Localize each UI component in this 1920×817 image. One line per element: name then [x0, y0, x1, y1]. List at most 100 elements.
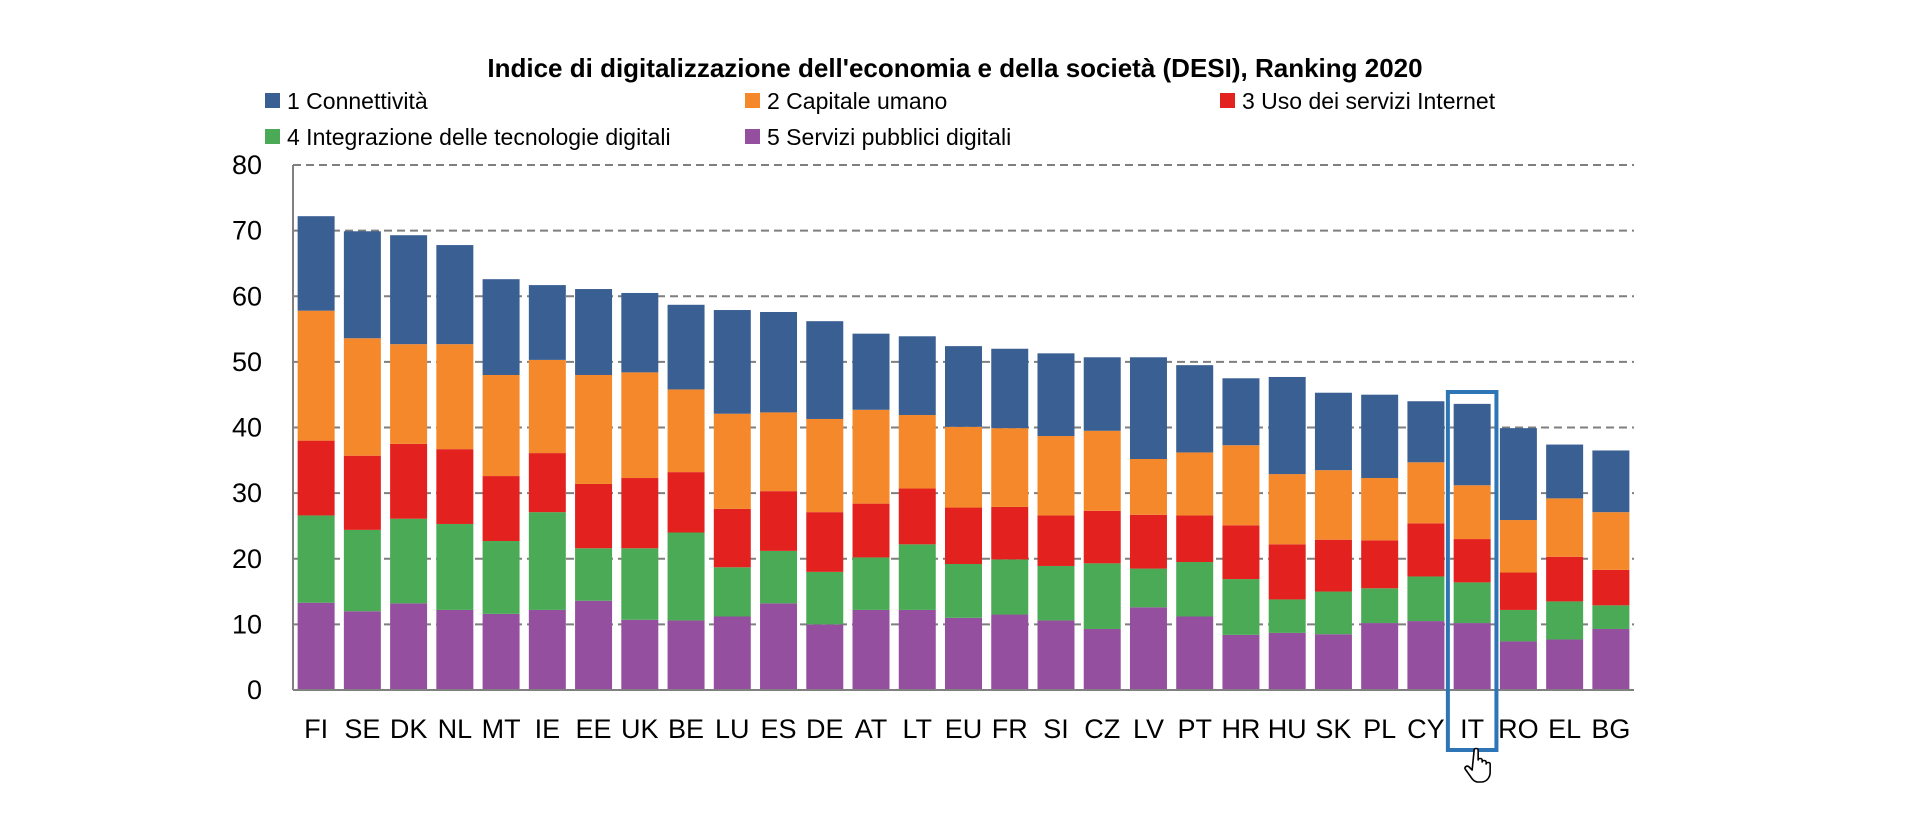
x-tick-label: CY — [1407, 714, 1445, 744]
bar-segment-it — [1453, 403, 1491, 486]
bar-segment-eu — [945, 346, 982, 427]
x-tick-label: PL — [1363, 714, 1396, 744]
bar-segment-si — [1037, 353, 1075, 437]
bar-segment-se — [343, 231, 381, 339]
bar-segment-de — [806, 512, 844, 572]
bar-segment-cy — [1407, 576, 1445, 622]
y-tick-label: 20 — [232, 544, 262, 574]
bar-segment-sk — [1314, 634, 1352, 690]
bar-segment-eu — [945, 426, 982, 508]
bar-segment-lu — [713, 310, 751, 414]
x-tick-label: UK — [621, 714, 659, 744]
bar-segment-el — [1546, 444, 1584, 499]
bar-segment-be — [667, 532, 705, 621]
x-tick-label: NL — [438, 714, 473, 744]
bar-segment-nl — [436, 523, 474, 610]
bar-segment-lt — [898, 415, 936, 489]
bar-segment-cy — [1407, 401, 1445, 463]
bar-segment-pt — [1176, 515, 1214, 563]
bar-segment-lv — [1129, 459, 1167, 515]
bar-segment-hu — [1268, 599, 1306, 633]
x-tick-label: HR — [1221, 714, 1260, 744]
bar-segment-it — [1453, 539, 1491, 583]
bar-segment-at — [852, 609, 890, 690]
bar-segment-uk — [621, 372, 659, 479]
bar-segment-sk — [1314, 539, 1352, 592]
x-tick-label: IE — [535, 714, 561, 744]
legend-swatch — [265, 129, 280, 144]
bar-segment-si — [1037, 436, 1075, 516]
bar-segment-si — [1037, 515, 1075, 566]
x-tick-label: CZ — [1084, 714, 1120, 744]
y-tick-label: 0 — [247, 675, 262, 705]
bar-segment-mt — [482, 476, 520, 542]
bar-segment-fr — [991, 428, 1029, 507]
bar-segment-ee — [575, 548, 613, 601]
bar-segment-ro — [1499, 572, 1537, 610]
bar-segment-lt — [898, 544, 936, 610]
bar-segment-el — [1546, 556, 1584, 602]
bar-segment-si — [1037, 565, 1075, 621]
bar-segment-mt — [482, 375, 520, 477]
hand-cursor-icon — [1464, 747, 1491, 783]
legend: 1 Connettività 2 Capitale umano 3 Uso dei … — [265, 88, 1496, 150]
bar-segment-pl — [1361, 394, 1399, 479]
bar-segment-ee — [575, 483, 613, 549]
bar-segment-pt — [1176, 562, 1214, 617]
y-tick-label: 30 — [232, 478, 262, 508]
bar-segment-se — [343, 611, 381, 690]
bar-segment-lv — [1129, 514, 1167, 569]
bar-segment-ie — [528, 609, 566, 690]
bar-segment-eu — [945, 617, 982, 690]
bar-segment-cz — [1083, 357, 1121, 431]
bar-segment-ro — [1499, 520, 1537, 573]
bar-segment-cz — [1083, 510, 1121, 564]
y-tick-label: 60 — [232, 281, 262, 311]
bar-segment-el — [1546, 498, 1584, 557]
bars — [297, 216, 1630, 690]
bar-segment-sk — [1314, 392, 1352, 471]
y-tick-label: 70 — [232, 216, 262, 246]
bar-segment-pt — [1176, 365, 1214, 453]
y-tick-label: 40 — [232, 413, 262, 443]
legend-label: 2 Capitale umano — [767, 88, 947, 114]
bar-segment-es — [760, 491, 798, 551]
x-tick-label: LU — [715, 714, 750, 744]
legend-label: 1 Connettività — [287, 88, 428, 114]
bar-segment-at — [852, 503, 890, 558]
bar-segment-nl — [436, 344, 474, 450]
legend-swatch — [745, 129, 760, 144]
bar-segment-hu — [1268, 474, 1306, 545]
bar-segment-bg — [1592, 450, 1630, 513]
bar-segment-uk — [621, 478, 659, 549]
bar-segment-fi — [297, 216, 335, 311]
x-tick-label: AT — [855, 714, 888, 744]
x-tick-label: ES — [761, 714, 797, 744]
bar-segment-ro — [1499, 428, 1537, 521]
bar-segment-at — [852, 557, 890, 610]
bar-segment-lv — [1129, 607, 1167, 690]
bar-segment-ie — [528, 285, 566, 360]
x-tick-label: RO — [1498, 714, 1539, 744]
bar-segment-dk — [390, 443, 428, 519]
x-tick-label: BE — [668, 714, 704, 744]
bar-segment-bg — [1592, 569, 1630, 606]
bar-segment-fi — [297, 440, 335, 516]
x-tick-label: EU — [945, 714, 983, 744]
bar-segment-de — [806, 418, 844, 513]
bar-segment-be — [667, 620, 705, 690]
x-tick-label: MT — [482, 714, 521, 744]
bar-segment-de — [806, 571, 844, 625]
x-tick-label: DE — [806, 714, 844, 744]
bar-segment-be — [667, 472, 705, 533]
x-tick-label: HU — [1268, 714, 1307, 744]
x-tick-label: FI — [304, 714, 328, 744]
bar-segment-mt — [482, 613, 520, 690]
bar-segment-es — [760, 412, 798, 492]
x-tick-label: DK — [390, 714, 428, 744]
bar-segment-bg — [1592, 605, 1630, 629]
bar-segment-hu — [1268, 376, 1306, 475]
bar-segment-si — [1037, 620, 1075, 690]
bar-segment-hr — [1222, 445, 1260, 526]
bar-segment-de — [806, 321, 844, 419]
